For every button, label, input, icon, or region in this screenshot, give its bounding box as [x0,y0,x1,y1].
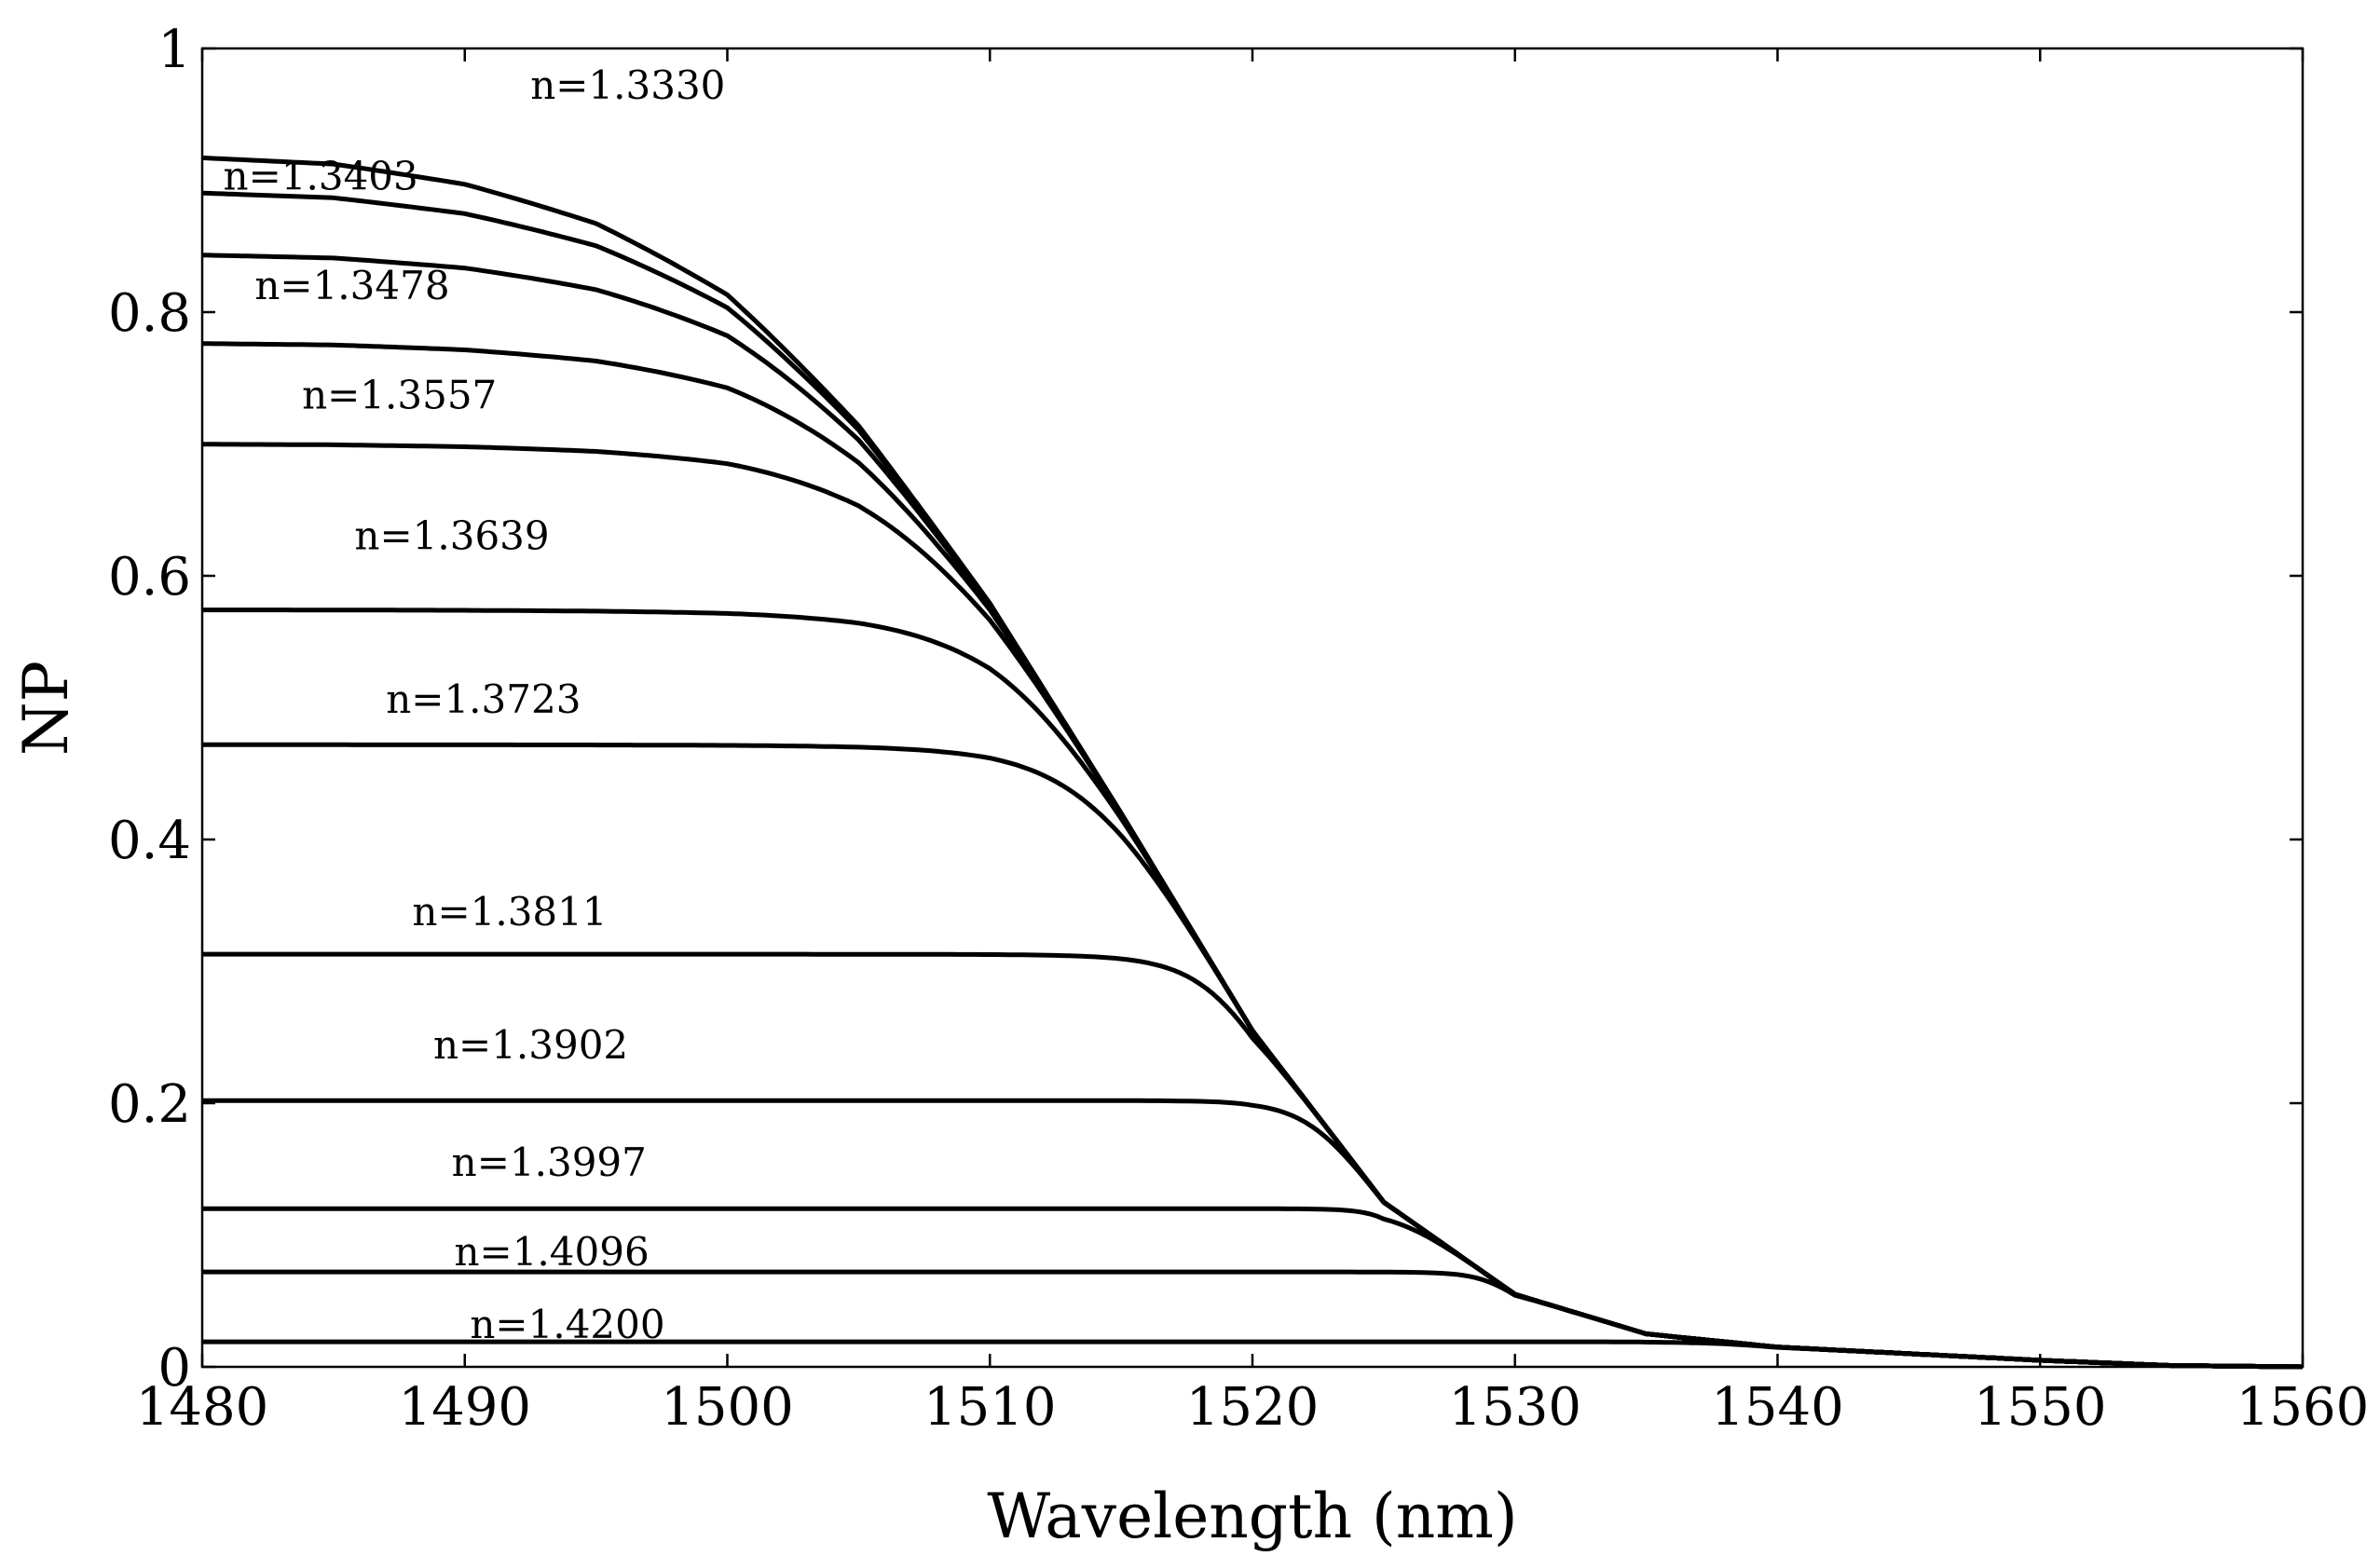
x-tick-label: 1530 [1448,1377,1581,1438]
y-tick-label: 0.2 [108,1074,191,1135]
axis-ticks: 1480 1490 1500 1510 1520 1530 1540 1550 1560 0 0.2… [108,20,2369,1438]
x-tick-label: 1500 [661,1377,794,1438]
curve-labels: n=1.3330 n=1.3403 n=1.3478 n=1.3557 n=1.3639… [224,62,726,1347]
x-tick-label: 1550 [1974,1377,2107,1438]
curve-label-4: n=1.3557 [302,372,497,417]
curve-label-9: n=1.3997 [452,1140,647,1185]
y-tick-label: 1 [157,20,191,80]
x-tick-label: 1560 [2236,1377,2370,1438]
y-tick-label: 0.6 [108,547,191,607]
series-line-12 [202,1339,2304,1370]
curve-label-3: n=1.3478 [254,263,449,308]
curve-label-10: n=1.4096 [454,1229,649,1275]
series-line-2 [201,190,2304,1370]
x-tick-label: 1540 [1711,1377,1844,1438]
curve-label-8: n=1.3902 [433,1022,628,1068]
series-line-3 [201,253,2304,1370]
curve-label-1: n=1.3330 [530,62,725,108]
curve-label-5: n=1.3639 [354,513,549,559]
curve-label-7: n=1.3811 [412,889,607,935]
x-axis-title: Wavelength (nm) [987,1481,1517,1552]
series-lines [201,155,2304,1370]
curve-label-6: n=1.3723 [386,676,581,722]
x-tick-label: 1490 [398,1377,531,1438]
y-tick-label: 0.8 [108,283,191,344]
series-line-4 [201,341,2304,1370]
curve-label-2: n=1.3403 [224,153,418,198]
x-tick-label: 1510 [923,1377,1057,1438]
series-line-1 [201,155,2304,1370]
x-tick-label: 1520 [1186,1377,1320,1438]
curve-label-11: n=1.4200 [470,1302,664,1347]
x-tick-label: 1480 [136,1377,269,1438]
y-tick-label: 0 [157,1338,191,1399]
y-tick-label: 0.4 [108,811,191,871]
y-axis-title: NP [10,661,82,756]
